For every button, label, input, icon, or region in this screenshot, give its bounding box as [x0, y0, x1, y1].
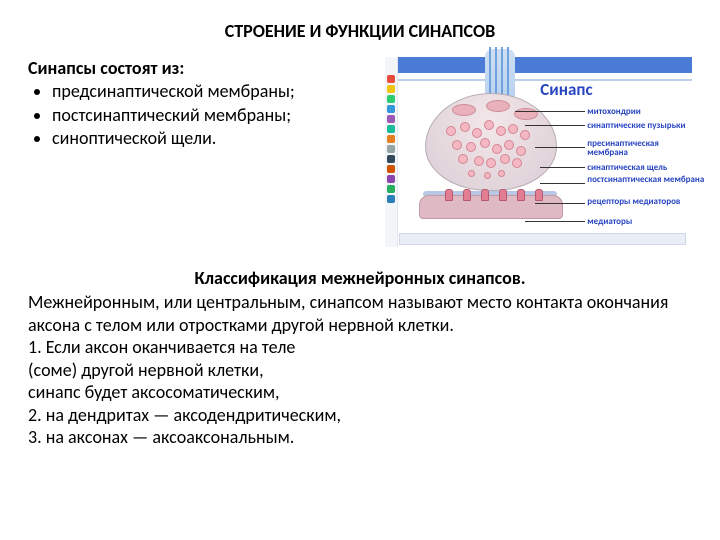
classification-line-5: 3. на аксонах — аксоаксональным. [28, 426, 692, 449]
receptor-icon [481, 189, 489, 201]
intro-bullet-2: постсинаптический мембраны; [52, 104, 373, 127]
tool-swatch [387, 75, 395, 83]
tool-swatch [387, 115, 395, 123]
vesicle-icon [496, 126, 506, 136]
intro-bullet-3: синоптической щели. [52, 127, 373, 150]
tool-swatch [387, 85, 395, 93]
tool-swatch [387, 175, 395, 183]
classification-line-3: синапс будет аксосоматическим, [28, 381, 692, 404]
vesicle-icon [474, 156, 484, 166]
vesicle-icon [500, 154, 510, 164]
tool-swatch [387, 125, 395, 133]
vesicle-icon [460, 122, 470, 132]
pointer-line [525, 221, 585, 222]
label-mitochondria: митохондрии [587, 107, 641, 117]
intro-heading: Синапсы состоят из: [28, 57, 373, 80]
synaptic-bouton [425, 93, 557, 191]
label-receptors: рецепторы медиаторов [587, 197, 687, 207]
intro-bullets: предсинаптической мембраны; постсинаптич… [28, 80, 373, 150]
page-title: СТРОЕНИЕ И ФУНКЦИИ СИНАПСОВ [28, 20, 692, 43]
receptor-icon [517, 189, 525, 201]
figure-toolbar [385, 57, 398, 247]
tool-swatch [387, 165, 395, 173]
tool-swatch [387, 185, 395, 193]
classification-paragraph: Межнейронным, или центральным, синапсом … [28, 291, 692, 336]
upper-row: Синапсы состоят из: предсинаптической ме… [28, 57, 692, 247]
vesicle-icon [512, 158, 522, 168]
vesicle-icon [516, 146, 526, 156]
intro-bullet-1: предсинаптической мембраны; [52, 80, 373, 103]
classification-line-2: (соме) другой нервной клетки, [28, 359, 692, 382]
vesicle-icon [466, 142, 476, 152]
mitochondrion-icon [452, 104, 476, 116]
vesicle-icon [520, 130, 530, 140]
synapse-drawing [415, 89, 555, 219]
label-vesicles: синаптические пузырьки [587, 121, 685, 131]
receptor-icon [445, 189, 453, 201]
tool-swatch [387, 155, 395, 163]
vesicle-icon [508, 124, 518, 134]
vesicle-icon [472, 128, 482, 138]
mitochondrion-icon [486, 100, 510, 112]
tool-swatch [387, 145, 395, 153]
classification-line-1: 1. Если аксон оканчивается на теле [28, 336, 692, 359]
label-postsynaptic: постсинаптическая мембрана [587, 175, 705, 185]
vesicle-icon [504, 140, 514, 150]
label-cleft: синаптическая щель [587, 163, 667, 173]
synapse-figure: Синапс [385, 57, 692, 247]
tool-swatch [387, 95, 395, 103]
tool-swatch [387, 195, 395, 203]
classification-line-4: 2. на дендритах — аксодендритическим, [28, 404, 692, 427]
receptor-icon [535, 189, 543, 201]
slide: СТРОЕНИЕ И ФУНКЦИИ СИНАПСОВ Синапсы сост… [0, 0, 720, 540]
pointer-line [515, 111, 585, 112]
pointer-line [540, 183, 585, 184]
tool-swatch [387, 135, 395, 143]
vesicle-icon [452, 140, 462, 150]
figure-bottombar [399, 233, 686, 245]
vesicle-icon [458, 154, 468, 164]
receptor-icon [463, 189, 471, 201]
vesicle-icon [484, 120, 494, 130]
pointer-line [525, 125, 585, 126]
vesicle-icon [446, 126, 456, 136]
vesicle-icon [480, 138, 490, 148]
vesicle-icon [492, 144, 502, 154]
intro-block: Синапсы состоят из: предсинаптической ме… [28, 57, 373, 247]
mediator-dot-icon [468, 170, 475, 177]
mediator-dot-icon [484, 172, 491, 179]
vesicle-icon [486, 158, 496, 168]
tool-swatch [387, 105, 395, 113]
figure-topbar [397, 57, 692, 73]
mediator-dot-icon [498, 170, 505, 177]
receptor-icon [499, 189, 507, 201]
label-presynaptic: пресинаптическая мембрана [587, 139, 699, 159]
label-mediators: медиаторы [587, 217, 632, 227]
pointer-line [540, 167, 585, 168]
pointer-line [535, 147, 585, 148]
pointer-line [535, 203, 585, 204]
mitochondrion-icon [514, 108, 538, 120]
classification-heading: Классификация межнейронных синапсов. [28, 267, 692, 290]
